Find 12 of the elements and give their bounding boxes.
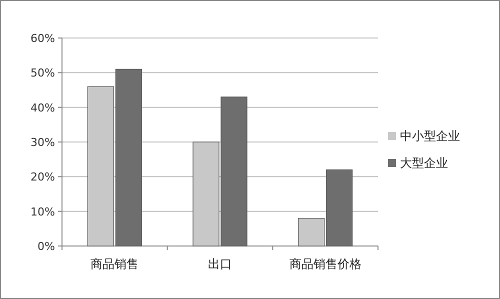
y-tick-label: 30%: [30, 136, 55, 149]
y-tick-label: 40%: [30, 101, 55, 114]
y-tick-label: 20%: [30, 170, 55, 184]
y-tick-label: 10%: [30, 205, 55, 218]
y-tick-label: 50%: [30, 66, 55, 80]
x-tick-label: 出口: [208, 257, 232, 271]
x-tick-label: 商品销售: [90, 257, 139, 271]
y-tick-label: 60%: [30, 32, 55, 45]
y-tick-label: 0%: [38, 240, 55, 253]
legend-label: 大型企业: [400, 156, 448, 170]
legend-label: 中小型企业: [400, 129, 460, 143]
x-tick-label: 商品销售价格: [289, 257, 362, 271]
